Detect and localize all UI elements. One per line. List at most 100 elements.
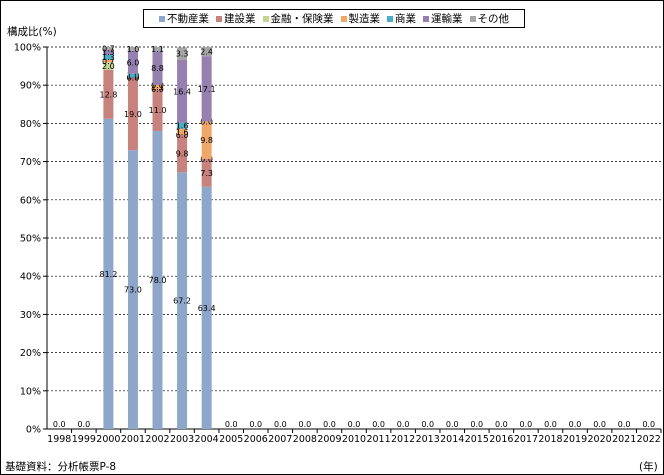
- x-tick-label: 2011: [366, 434, 390, 445]
- y-tick-label: 30%: [20, 310, 41, 321]
- data-label: 0.0: [520, 420, 533, 429]
- data-label: 78.0: [149, 276, 167, 285]
- x-tick-label: 2016: [489, 434, 513, 445]
- legend-label: 金融・保険業: [270, 13, 334, 25]
- bar-segment: [127, 73, 138, 78]
- legend: 不動産業 建設業 金融・保険業 製造業 商業 運輸業 その他: [143, 9, 525, 28]
- data-label: 1.1: [151, 45, 164, 54]
- data-label: 1.6: [176, 122, 189, 131]
- data-label: 67.2: [173, 297, 191, 306]
- x-tick-label: 2000: [96, 434, 120, 445]
- data-label: 1.3: [102, 53, 115, 62]
- data-label: 1.1: [151, 83, 164, 92]
- bar-segment: [152, 51, 163, 85]
- data-label: 0.0: [397, 420, 410, 429]
- data-label: 0.0: [53, 420, 66, 429]
- legend-label: 運輸業: [431, 13, 463, 25]
- x-tick-label: 2009: [317, 434, 341, 445]
- data-label: 73.0: [124, 286, 142, 295]
- x-tick-label: 2012: [391, 434, 415, 445]
- legend-label: 商業: [395, 13, 416, 25]
- bar-segment: [177, 47, 188, 60]
- legend-swatch: [262, 15, 269, 22]
- legend-swatch: [387, 15, 393, 22]
- legend-item: 建設業: [216, 11, 256, 26]
- bar-segment: [201, 121, 212, 159]
- x-tick-label: 2013: [416, 434, 440, 445]
- data-label: 0.0: [323, 420, 336, 429]
- y-axis-label: 構成比(%): [7, 26, 57, 38]
- x-tick-label: 2020: [588, 434, 612, 445]
- y-tick-label: 100%: [14, 43, 41, 54]
- bar-segment: [177, 172, 188, 429]
- data-label: 0.0: [618, 420, 631, 429]
- bar-segment: [201, 186, 212, 429]
- data-label: 0.0: [200, 155, 213, 164]
- x-tick-label: 2004: [195, 434, 219, 445]
- bar-segment: [127, 150, 138, 429]
- bar-segment: [201, 56, 212, 122]
- bar-segment: [177, 122, 188, 129]
- bar-segment: [103, 118, 114, 429]
- x-tick-label: 2022: [637, 434, 661, 445]
- data-label: 19.0: [124, 110, 142, 119]
- data-label: 2.4: [200, 48, 213, 57]
- data-label: 0.0: [176, 131, 189, 140]
- data-label: 0.0: [249, 420, 262, 429]
- data-label: 0.0: [446, 420, 459, 429]
- x-tick-label: 2007: [268, 434, 292, 445]
- data-label: 0.0: [127, 74, 140, 83]
- y-tick-label: 60%: [20, 195, 41, 206]
- data-label: 1.6: [176, 128, 189, 137]
- bar-segment: [103, 47, 114, 50]
- x-tick-label: 2001: [121, 434, 145, 445]
- x-tick-label: 2010: [342, 434, 366, 445]
- data-label: 0.7: [102, 57, 115, 66]
- y-tick-label: 80%: [20, 119, 41, 130]
- data-label: 0.0: [569, 420, 582, 429]
- y-tick-label: 90%: [20, 81, 41, 92]
- data-label: 0.0: [151, 81, 164, 90]
- data-label: 0.0: [200, 117, 213, 126]
- data-label: 1.3: [102, 48, 115, 57]
- bar-segment: [177, 128, 188, 135]
- x-tick-label: 2002: [145, 434, 169, 445]
- legend-swatch: [340, 15, 347, 22]
- legend-item: 不動産業: [159, 11, 209, 26]
- data-label: 63.4: [198, 304, 216, 313]
- data-label: 0.0: [299, 420, 312, 429]
- x-tick-label: 2003: [170, 434, 194, 445]
- y-tick-label: 20%: [20, 348, 41, 359]
- data-label: 0.0: [495, 420, 508, 429]
- bar-segment: [103, 62, 114, 70]
- y-tick-label: 0%: [26, 425, 41, 436]
- bar-segment: [103, 54, 114, 60]
- x-tick-label: 2014: [440, 434, 464, 445]
- data-label: 0.0: [348, 420, 361, 429]
- legend-swatch: [216, 15, 222, 22]
- legend-item: 運輸業: [423, 11, 463, 26]
- data-label: 8.8: [151, 64, 164, 73]
- y-tick-label: 50%: [20, 234, 41, 245]
- x-tick-label: 2017: [514, 434, 538, 445]
- x-tick-label: 2018: [538, 434, 562, 445]
- data-label: 81.2: [99, 270, 117, 279]
- y-tick-label: 10%: [20, 386, 41, 397]
- bar-segment: [103, 49, 114, 55]
- data-label: 12.8: [99, 90, 117, 99]
- data-label: 3.3: [176, 50, 189, 59]
- legend-label: 不動産業: [167, 13, 209, 25]
- legend-label: 製造業: [348, 13, 381, 25]
- x-tick-label: 2008: [293, 434, 317, 445]
- data-label: 0.0: [421, 420, 434, 429]
- data-label: 17.1: [198, 85, 216, 94]
- x-tick-label: 2006: [244, 434, 268, 445]
- x-tick-label: 2021: [612, 434, 636, 445]
- legend-item: その他: [469, 11, 509, 26]
- bar-segment: [201, 158, 212, 187]
- x-tick-label: 1999: [72, 434, 96, 445]
- bar-segment: [152, 131, 163, 430]
- data-label: 0.0: [225, 420, 238, 429]
- data-label: 0.0: [274, 420, 287, 429]
- data-label: 9.8: [200, 136, 213, 145]
